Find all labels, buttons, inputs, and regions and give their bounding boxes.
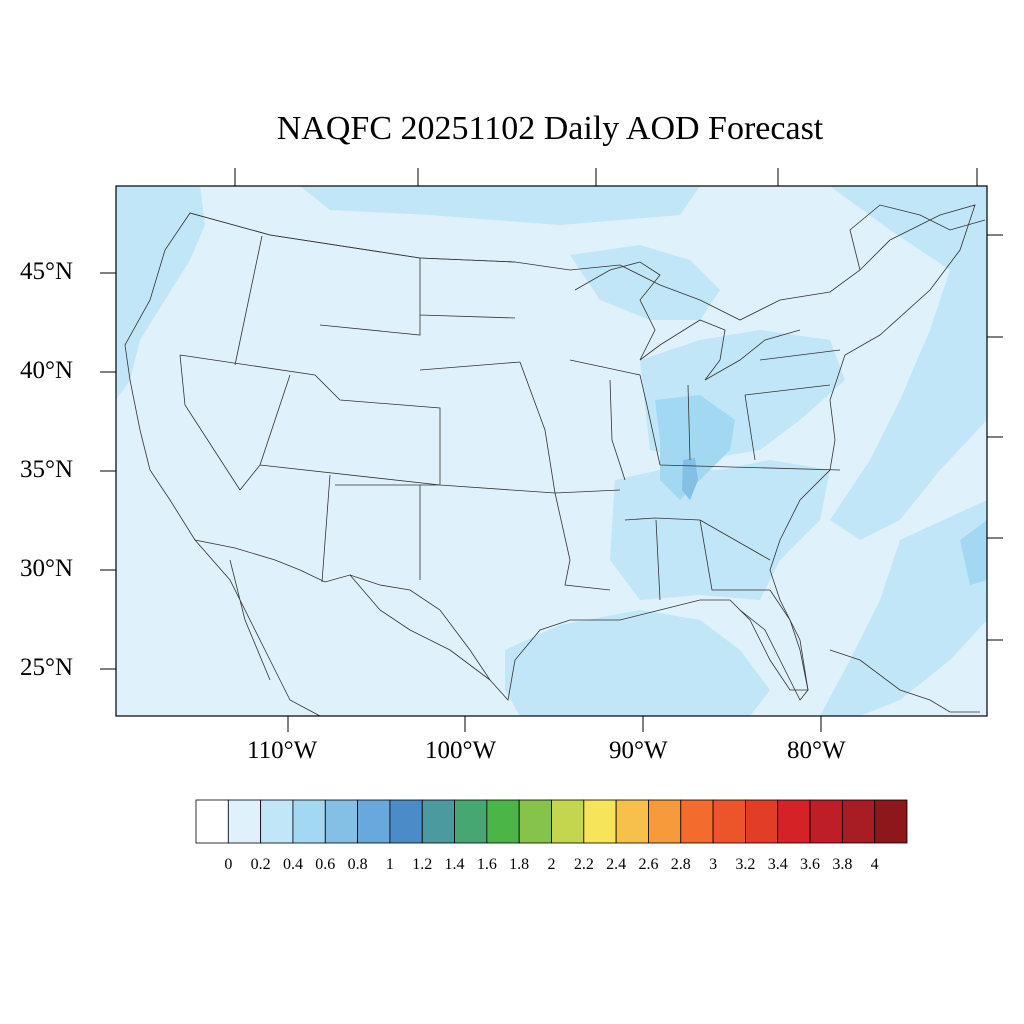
colorbar-swatch [583, 799, 617, 844]
aod-shading-high [682, 458, 698, 500]
colorbar-swatch [712, 799, 746, 844]
aod-shading-mid [655, 395, 987, 585]
lat-label-25: 25°N [20, 654, 74, 681]
colorbar-swatch [454, 799, 488, 844]
colorbar-tick-label: 0.8 [347, 856, 368, 873]
colorbar-tick-label: 2.8 [670, 856, 691, 873]
map-background [116, 186, 987, 716]
colorbar-swatch [324, 799, 358, 844]
aod-region-atlantic-east [960, 520, 987, 585]
canada-east [849, 204, 986, 271]
lat-label-40: 40°N [20, 357, 74, 384]
lon-label-80w: 80°W [787, 737, 846, 764]
colorbar-swatch [195, 799, 229, 844]
colorbar-tick-label: 2.6 [638, 856, 659, 873]
aod-shading [116, 186, 987, 716]
lat-label-35: 35°N [20, 456, 74, 483]
us-outline [124, 204, 976, 701]
colorbar-swatch [745, 799, 779, 844]
lat-label-30: 30°N [20, 555, 74, 582]
colorbar-swatch [777, 799, 811, 844]
aod-region-ohio-valley [655, 395, 735, 500]
colorbar-swatch [551, 799, 585, 844]
boundaries [124, 204, 986, 717]
colorbar-swatch [227, 799, 262, 844]
colorbar-swatch [292, 799, 326, 844]
colorbar-swatch [357, 799, 391, 844]
colorbar-swatch [680, 799, 714, 844]
aod-region-northeast-ocean [830, 186, 987, 540]
colorbar-swatch [486, 799, 520, 844]
colorbar-tick-label: 3.2 [735, 856, 756, 873]
colorbar-tick-label: 0 [224, 856, 233, 873]
colorbar-tick-label: 3 [709, 856, 718, 873]
cuba [829, 649, 980, 713]
colorbar-tick-label: 3.4 [767, 856, 788, 873]
florida [739, 589, 809, 701]
state-lines [179, 235, 841, 601]
colorbar-tick-label: 2 [547, 856, 556, 873]
colorbar-tick-label: 2.2 [573, 856, 594, 873]
colorbar-swatch [615, 799, 649, 844]
colorbar-tick-label: 3.6 [800, 856, 821, 873]
colorbar-swatch [648, 799, 682, 844]
colorbar-tick-label: 2.4 [606, 856, 627, 873]
colorbar-tick-label: 0.6 [315, 856, 336, 873]
aod-region-pacific-nw [116, 186, 205, 400]
colorbar-swatch [874, 799, 908, 844]
colorbar-swatch [518, 799, 552, 844]
colorbar-swatch [809, 799, 843, 844]
colorbar-tick-label: 0.4 [282, 856, 303, 873]
aod-region-atlantic-south [820, 500, 987, 716]
lat-label-45: 45°N [20, 258, 74, 285]
colorbar-tick-label: 4 [870, 856, 879, 873]
lon-label-90w: 90°W [609, 737, 668, 764]
colorbar-swatch [260, 799, 294, 844]
lon-label-110w: 110°W [247, 737, 318, 764]
map-frame [115, 185, 988, 717]
lon-label-100w: 100°W [425, 737, 497, 764]
aod-region-tennessee-peak [682, 458, 698, 500]
map-title: NAQFC 20251102 Daily AOD Forecast [276, 110, 824, 147]
aod-region-great-lakes [570, 245, 720, 320]
colorbar-tick-label: 3.8 [832, 856, 853, 873]
colorbar-tick-label: 1.6 [476, 856, 497, 873]
aod-region-southeast [610, 460, 830, 600]
border-northern [189, 212, 516, 263]
colorbar-swatch [389, 799, 423, 844]
colorbar-tick-label: 0.2 [250, 856, 271, 873]
frame-ticks [100, 168, 1003, 732]
colorbar-tick-label: 1 [385, 856, 394, 873]
aod-region-gulf [505, 610, 770, 716]
colorbar-swatch [421, 799, 455, 844]
great-lakes [574, 261, 801, 381]
colorbar-tick-label: 1.8 [509, 856, 530, 873]
colorbar-tick-label: 1.4 [444, 856, 465, 873]
colorbar-tick-label: 1.2 [412, 856, 433, 873]
aod-region-canada-north [300, 186, 700, 225]
mexico-coast [194, 539, 491, 717]
colorbar-swatch [841, 799, 876, 844]
